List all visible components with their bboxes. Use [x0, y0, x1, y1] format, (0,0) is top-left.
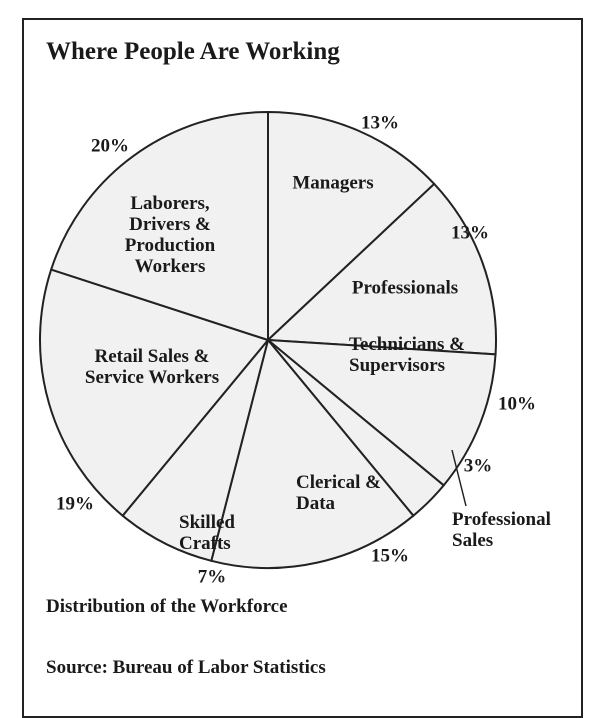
subtitle: Distribution of the Workforce: [46, 596, 288, 617]
slice-label: Professionals: [351, 277, 459, 299]
value-label: 13%: [361, 112, 399, 134]
slice-label: Skilled Crafts: [179, 512, 235, 554]
leader-line: [451, 449, 467, 507]
value-label: 3%: [463, 455, 493, 477]
pie-slice: [39, 268, 270, 518]
slice-label: Clerical & Data: [296, 472, 381, 514]
slice-label: Retail Sales & Service Workers: [84, 346, 220, 388]
slice-label: Managers: [292, 172, 374, 194]
value-label: 20%: [91, 135, 129, 157]
pie-slice: [210, 337, 415, 569]
pie-slice: [264, 338, 497, 487]
pie-slice: [49, 110, 269, 342]
chart-title: Where People Are Working: [46, 38, 340, 65]
slice-label: Professional Sales: [452, 509, 551, 551]
value-label: 13%: [451, 222, 489, 244]
slice-label: Laborers, Drivers & Production Workers: [124, 193, 216, 277]
value-label: 7%: [197, 566, 227, 588]
value-label: 19%: [56, 493, 94, 515]
value-label: 10%: [498, 393, 536, 415]
slice-label: Technicians & Supervisors: [349, 334, 465, 376]
pie-slice: [267, 110, 436, 343]
value-label: 15%: [371, 545, 409, 567]
source: Source: Bureau of Labor Statistics: [46, 657, 326, 678]
pie-slice: [265, 182, 497, 356]
